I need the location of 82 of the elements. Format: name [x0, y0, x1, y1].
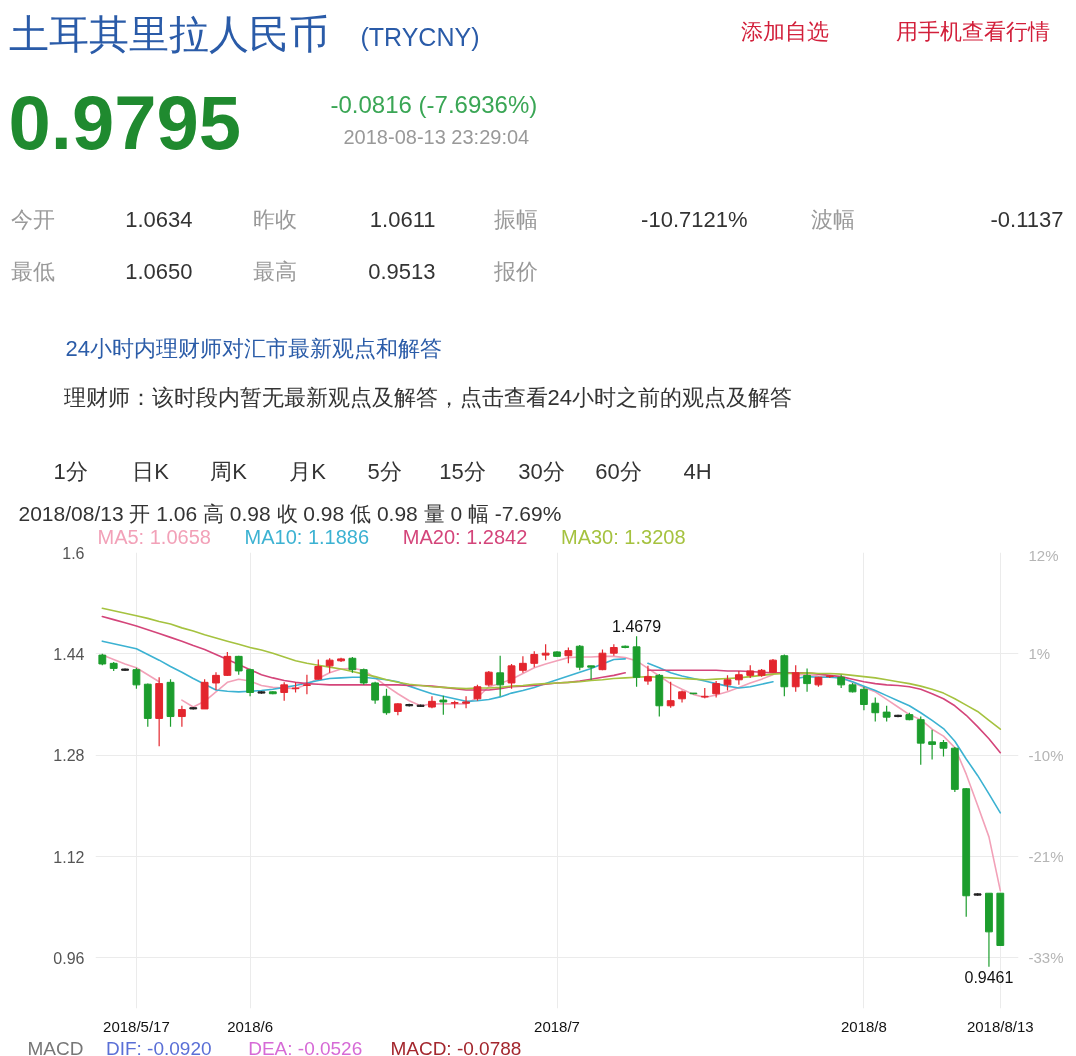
text: 昨收 [252, 207, 297, 232]
text: DEA: -0.0526 [248, 1038, 363, 1056]
y2-tick-label: -10% [1028, 746, 1064, 764]
y-tick-label: 1.12 [53, 848, 85, 866]
line-series [101, 607, 1002, 730]
text: 报价 [492, 259, 538, 284]
y2-tick-label: -21% [1028, 847, 1064, 865]
candlestick [246, 667, 254, 697]
candlestick [791, 664, 800, 693]
text: MACD [27, 1038, 84, 1056]
candlestick [303, 674, 311, 695]
text: 最高 [252, 259, 297, 284]
text: -0.1137 [990, 207, 1064, 232]
x-tick-label: 2018/8 [840, 1017, 887, 1035]
candlestick [496, 655, 505, 697]
text: 1分 [53, 459, 88, 484]
annotation: 0.9461 [964, 968, 1014, 986]
text: DIF: -0.0920 [105, 1038, 212, 1056]
text: 5分 [367, 459, 402, 484]
candlestick [132, 667, 141, 690]
candlestick [280, 681, 289, 702]
text: 60分 [595, 459, 642, 484]
candlestick [916, 715, 925, 766]
text: 周K [210, 459, 248, 484]
x-tick-label: 2018/6 [227, 1017, 274, 1035]
y2-tick-label: -33% [1028, 949, 1064, 967]
candlestick [871, 696, 880, 723]
text: MA20: 1.2842 [402, 525, 528, 548]
text: (TRYCNY) [360, 22, 480, 51]
candlestick [644, 665, 652, 686]
text: 15分 [439, 459, 486, 484]
candlestick [462, 695, 470, 709]
x-tick-label: 2018/8/13 [966, 1017, 1034, 1035]
candlestick [803, 667, 811, 693]
text: 振幅 [493, 207, 538, 232]
y-tick-label: 0.96 [53, 949, 85, 967]
candlestick [860, 686, 868, 711]
x-tick-label: 2018/7 [534, 1017, 580, 1035]
text: 1.0650 [125, 259, 193, 284]
text: 2018-08-13 23:29:04 [343, 125, 530, 148]
text: 30分 [518, 459, 565, 484]
text: 1.0634 [125, 207, 193, 232]
text: 1.0611 [369, 207, 436, 232]
candlestick [666, 681, 675, 709]
candlestick [928, 729, 937, 761]
candlestick [314, 658, 323, 681]
candlestick [223, 651, 232, 677]
text: MA30: 1.3208 [560, 525, 686, 548]
annotation: 1.4679 [612, 618, 662, 636]
text: 月K [289, 459, 327, 484]
text: 最低 [10, 259, 55, 284]
y-tick-label: 1.28 [53, 747, 85, 765]
text: 24小时内理财师对汇市最新观点和解答 [65, 336, 442, 361]
text: 0.9513 [368, 259, 436, 284]
candlestick [587, 665, 596, 681]
text: 理财师：该时段内暂无最新观点及解答，点击查看24小时之前的观点及解答 [63, 385, 792, 410]
y-tick-label: 1.44 [53, 645, 85, 663]
candlestick [382, 688, 391, 716]
y-tick-label: 1.6 [62, 544, 85, 562]
text: 土耳其里拉人民币 [8, 11, 329, 56]
text: MA5: 1.0658 [97, 525, 211, 548]
candlestick [439, 695, 448, 716]
text: 0.9795 [8, 80, 241, 165]
text: -0.0816 (-7.6936%) [330, 91, 538, 118]
candlestick [177, 705, 186, 728]
candlestick [575, 644, 584, 671]
text: MA10: 1.1886 [244, 525, 370, 548]
candlestick [518, 655, 527, 674]
text: 4H [683, 459, 712, 484]
candlestick [507, 663, 516, 690]
text: 2018/08/13 开 1.06 高 0.98 收 0.98 低 0.98 量 0 幅 -7.69% [18, 502, 562, 525]
text: 波幅 [810, 207, 855, 232]
text: 用手机查看行情 [895, 19, 1050, 44]
y2-tick-label: 12% [1028, 546, 1059, 564]
x-tick-label: 2018/5/17 [103, 1017, 170, 1035]
candlestick [734, 670, 743, 686]
text: MACD: -0.0788 [390, 1038, 522, 1056]
text: -10.7121% [641, 207, 748, 232]
text: 日K [132, 459, 170, 484]
y2-tick-label: 1% [1028, 645, 1051, 663]
text: 添加自选 [740, 19, 829, 44]
text: 今开 [10, 207, 55, 232]
